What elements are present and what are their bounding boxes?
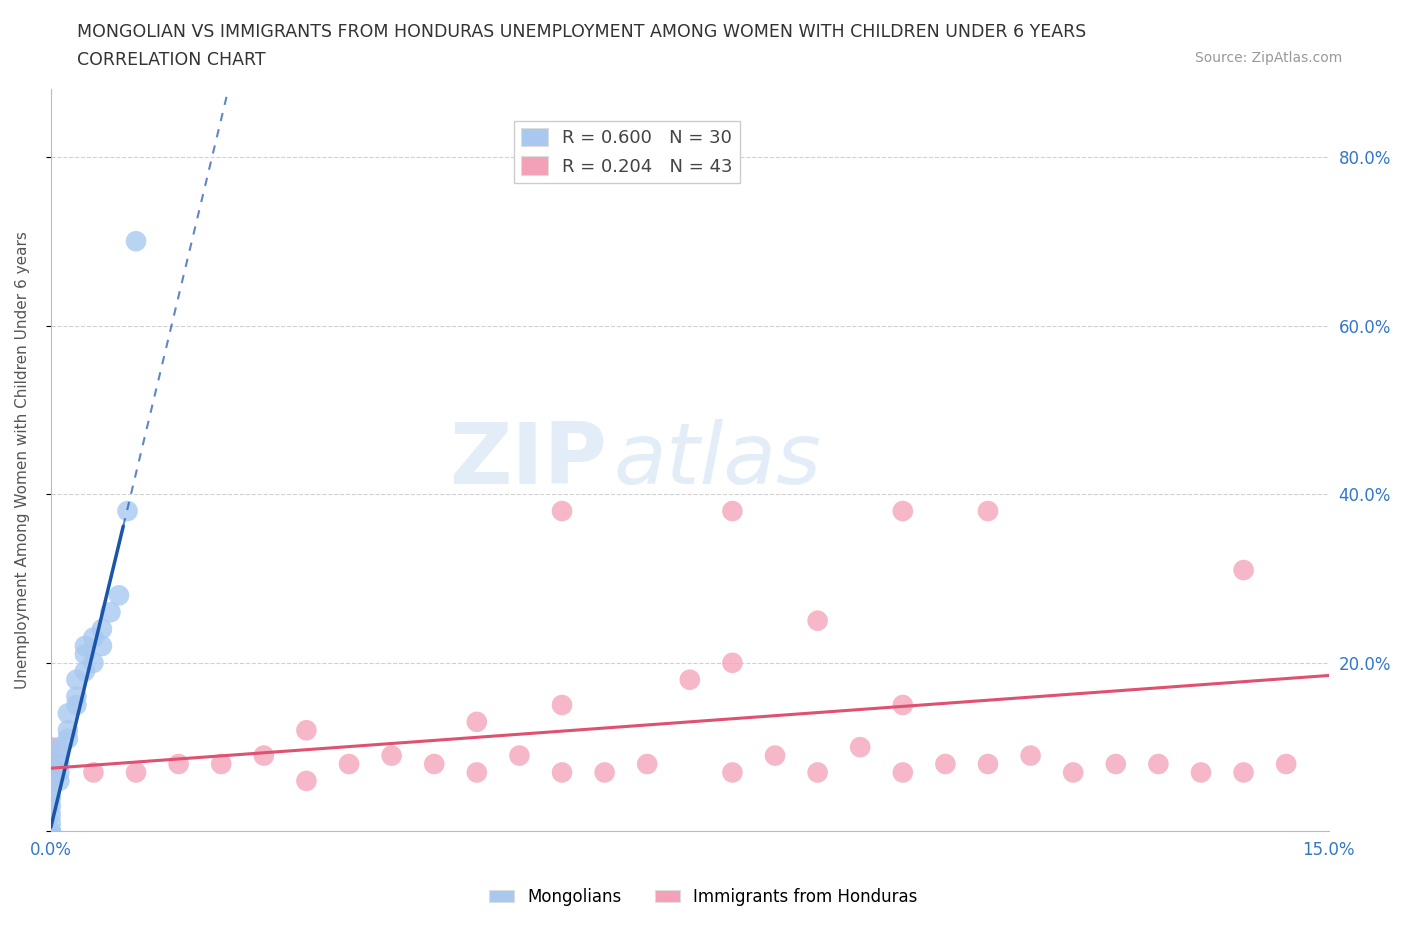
Point (465, 765, 488, 780)
Point (48, 765, 70, 780)
Point (295, 723, 318, 737)
Point (763, 748, 786, 763)
Point (551, 765, 574, 780)
Text: MONGOLIAN VS IMMIGRANTS FROM HONDURAS UNEMPLOYMENT AMONG WOMEN WITH CHILDREN UND: MONGOLIAN VS IMMIGRANTS FROM HONDURAS UN… (77, 23, 1087, 41)
Point (807, 613, 830, 628)
Point (48, 757, 70, 772)
Point (73, 664, 96, 679)
Point (56, 723, 79, 737)
Point (849, 739, 872, 754)
Point (721, 765, 744, 780)
Point (1189, 765, 1212, 780)
Point (39, 824, 62, 839)
Point (1019, 748, 1042, 763)
Point (679, 672, 702, 687)
Point (39, 799, 62, 814)
Point (1232, 563, 1254, 578)
Point (1147, 757, 1170, 772)
Point (48, 774, 70, 789)
Point (73, 639, 96, 654)
Point (82, 656, 104, 671)
Point (508, 748, 530, 763)
Text: CORRELATION CHART: CORRELATION CHART (77, 51, 266, 69)
Text: ZIP: ZIP (449, 418, 607, 502)
Point (1232, 765, 1254, 780)
Point (82, 765, 104, 780)
Point (39, 774, 62, 789)
Point (551, 698, 574, 712)
Point (39, 807, 62, 822)
Point (891, 765, 914, 780)
Point (807, 765, 830, 780)
Text: Source: ZipAtlas.com: Source: ZipAtlas.com (1195, 51, 1343, 65)
Point (721, 656, 744, 671)
Point (39, 739, 62, 754)
Point (117, 504, 139, 519)
Point (65, 689, 87, 704)
Point (1062, 765, 1084, 780)
Legend: R = 0.600   N = 30, R = 0.204   N = 43: R = 0.600 N = 30, R = 0.204 N = 43 (513, 121, 740, 183)
Point (465, 714, 488, 729)
Point (891, 504, 914, 519)
Text: atlas: atlas (613, 418, 821, 502)
Point (39, 757, 62, 772)
Point (48, 748, 70, 763)
Point (593, 765, 616, 780)
Point (934, 757, 956, 772)
Point (253, 748, 276, 763)
Point (108, 588, 131, 603)
Point (125, 765, 148, 780)
Point (721, 504, 744, 519)
Point (39, 782, 62, 797)
Point (423, 757, 446, 772)
Point (1275, 757, 1298, 772)
Point (337, 757, 360, 772)
Point (39, 816, 62, 830)
Point (977, 757, 1000, 772)
Point (82, 631, 104, 645)
Point (381, 748, 404, 763)
Point (65, 698, 87, 712)
Point (209, 757, 232, 772)
Point (56, 731, 79, 746)
Point (1105, 757, 1128, 772)
Point (48, 739, 70, 754)
Point (39, 824, 62, 839)
Point (56, 706, 79, 721)
Point (636, 757, 658, 772)
Point (65, 672, 87, 687)
Point (977, 504, 1000, 519)
Point (39, 790, 62, 805)
Point (891, 698, 914, 712)
Point (91, 639, 114, 654)
Point (39, 824, 62, 839)
Point (73, 647, 96, 662)
Point (100, 604, 122, 619)
Point (91, 621, 114, 636)
Point (125, 233, 148, 248)
Legend: Mongolians, Immigrants from Honduras: Mongolians, Immigrants from Honduras (482, 881, 924, 912)
Point (167, 757, 190, 772)
Point (295, 774, 318, 789)
Point (551, 504, 574, 519)
Y-axis label: Unemployment Among Women with Children Under 6 years: Unemployment Among Women with Children U… (15, 232, 30, 689)
